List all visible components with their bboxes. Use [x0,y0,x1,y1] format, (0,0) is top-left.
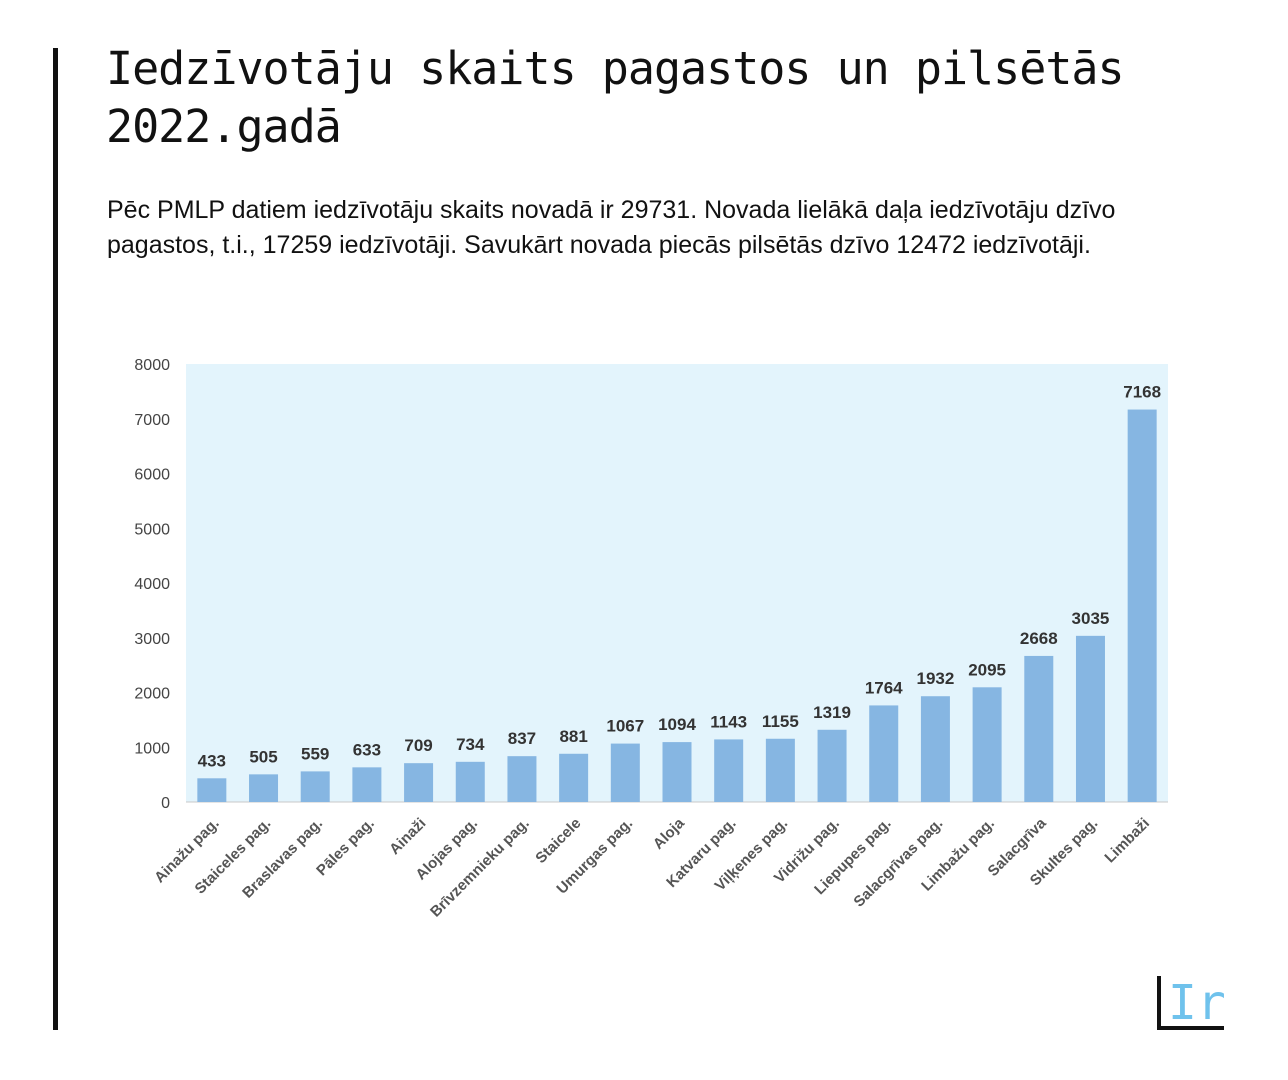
logo-text: Ir! [1168,975,1236,1031]
data-label: 1143 [710,712,747,731]
bar [1024,655,1054,802]
data-label: 433 [198,751,226,770]
data-label: 2095 [968,660,1006,679]
y-tick-label: 7000 [134,412,170,429]
data-label: 559 [301,744,329,763]
data-label: 734 [456,735,485,754]
data-label: 1155 [762,712,799,731]
bar [507,756,537,802]
bar [559,753,589,802]
data-label: 2668 [1020,629,1058,648]
data-label: 709 [404,736,432,755]
bar [869,705,899,802]
bar [765,738,795,802]
x-tick-label: Aloja [650,814,688,852]
bar [300,771,330,802]
data-label: 1319 [813,703,851,722]
bar [455,761,485,802]
data-label: 881 [559,727,587,746]
bar-chart: 0 1000 2000 3000 4000 5000 6000 7000 8000 433 Aina… [134,357,1168,921]
intro-paragraph: Pēc PMLP datiem iedzīvotāju skaits novad… [107,196,1116,259]
plot-area [186,364,1168,802]
bar [1075,635,1105,802]
bar [817,729,847,802]
y-tick-label: 8000 [134,357,170,374]
data-label: 505 [249,747,277,766]
bar [972,687,1002,802]
data-label: 633 [353,740,381,759]
data-label: 837 [508,729,536,748]
x-tick-label: Salacgrīvas pag. [851,815,947,911]
bar [1127,409,1157,802]
bar [249,774,279,802]
bar [610,743,640,802]
data-label: 7168 [1123,383,1161,402]
y-tick-label: 4000 [134,576,170,593]
data-label: 1094 [658,715,696,734]
left-accent-rule [53,48,58,1030]
y-tick-label: 1000 [134,740,170,757]
y-tick-label: 6000 [134,467,170,484]
bar [662,742,692,802]
y-tick-label: 0 [161,795,170,812]
x-tick-label: Ainaži [386,815,429,858]
y-tick-label: 2000 [134,686,170,703]
bar [404,763,434,802]
bar [352,767,382,802]
ir-logo: Ir! [1156,972,1255,1032]
data-label: 1932 [917,669,955,688]
data-label: 1764 [865,678,903,697]
y-tick-label: 5000 [134,521,170,538]
x-tick-label: Brīvzemnieku pag. [427,815,533,921]
page-title: Iedzīvotāju skaits pagastos un pilsētās … [106,42,1125,153]
bar [197,778,227,802]
data-label: 3035 [1072,609,1110,628]
x-tick-label: Limbaži [1101,815,1153,867]
bar [920,696,950,802]
data-label: 1067 [606,717,644,736]
x-tick-label: Staicele [532,815,584,867]
y-tick-label: 3000 [134,631,170,648]
bar [714,739,744,802]
